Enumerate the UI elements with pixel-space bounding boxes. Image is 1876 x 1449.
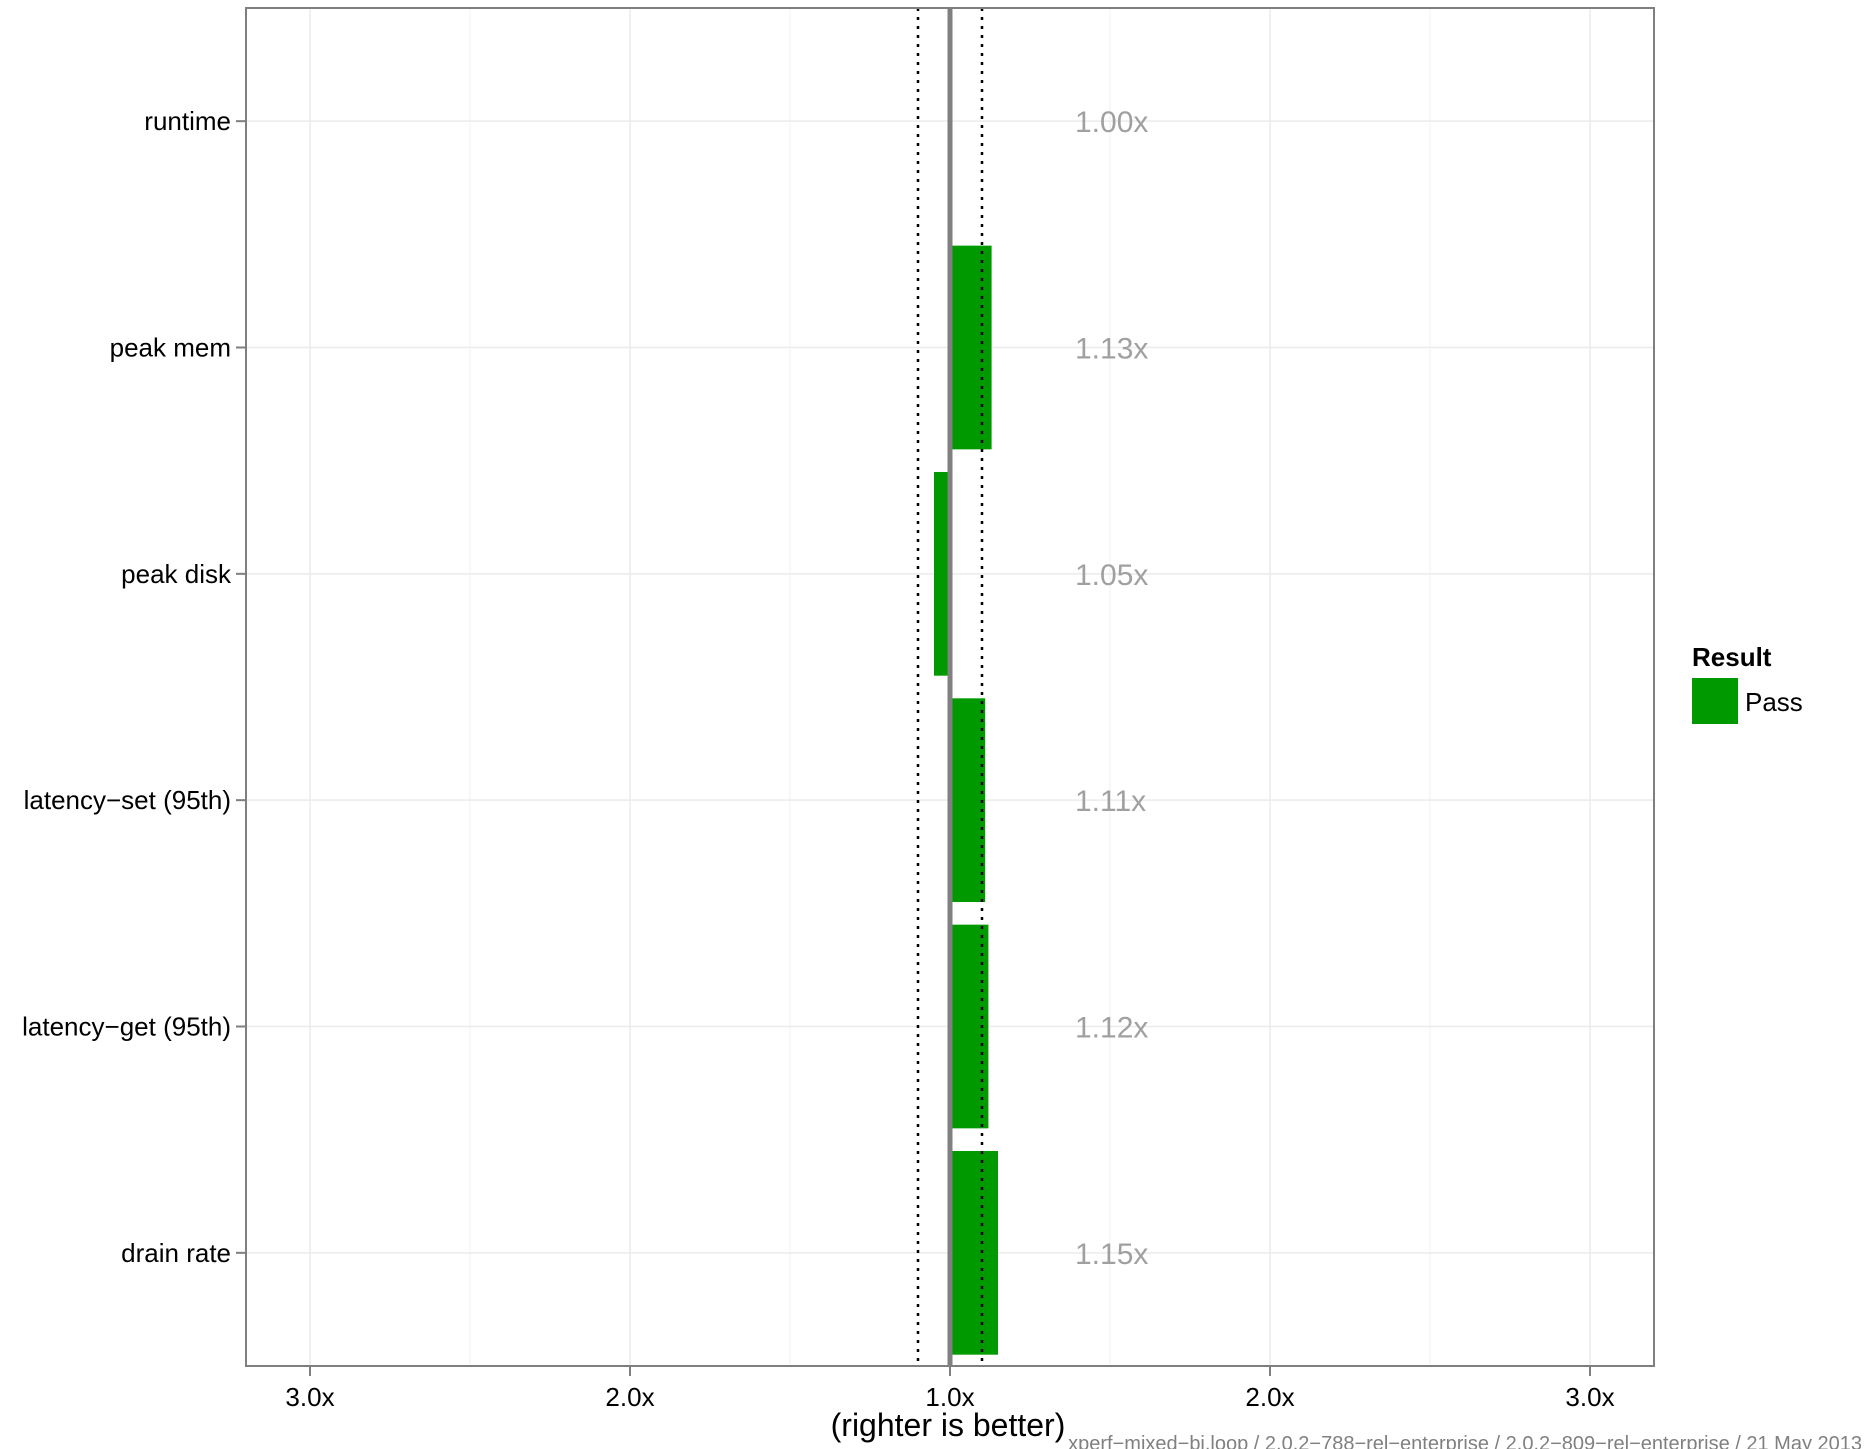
y-tick-label: peak disk bbox=[121, 559, 232, 589]
bar-value-label: 1.13x bbox=[1075, 333, 1148, 366]
x-axis-title: (righter is better) bbox=[831, 1407, 1066, 1443]
x-tick-label: 2.0x bbox=[605, 1382, 654, 1412]
bar bbox=[950, 245, 992, 450]
y-tick-label: drain rate bbox=[121, 1238, 231, 1268]
bar bbox=[950, 698, 986, 903]
legend: Result Pass bbox=[1692, 642, 1803, 724]
y-tick-label: latency−set (95th) bbox=[24, 785, 231, 815]
bar-value-label: 1.00x bbox=[1075, 106, 1148, 139]
y-axis: runtime peak mem peak disk latency−set (95t… bbox=[22, 106, 246, 1268]
legend-key-pass bbox=[1692, 678, 1738, 724]
x-tick-label: 3.0x bbox=[1565, 1382, 1614, 1412]
x-tick-label: 2.0x bbox=[1245, 1382, 1294, 1412]
x-tick-label: 3.0x bbox=[285, 1382, 334, 1412]
legend-title: Result bbox=[1692, 642, 1772, 672]
bars-group bbox=[934, 19, 998, 1355]
legend-label-pass: Pass bbox=[1745, 687, 1803, 717]
x-tick-label: 1.0x bbox=[925, 1382, 974, 1412]
bar-value-labels: 1.00x 1.13x 1.05x 1.11x 1.12x 1.15x bbox=[1075, 106, 1148, 1271]
bar-value-label: 1.11x bbox=[1075, 785, 1146, 818]
bar bbox=[950, 1150, 998, 1355]
bar-value-label: 1.12x bbox=[1075, 1012, 1148, 1045]
bar-value-label: 1.15x bbox=[1075, 1238, 1148, 1271]
bar bbox=[934, 471, 950, 676]
y-tick-label: peak mem bbox=[110, 333, 231, 363]
x-axis: 3.0x 2.0x 1.0x 2.0x 3.0x bbox=[285, 1366, 1615, 1412]
reference-lines bbox=[916, 8, 984, 1366]
y-tick-label: runtime bbox=[144, 106, 231, 136]
y-tick-label: latency−get (95th) bbox=[22, 1012, 231, 1042]
footer-caption: xperf−mixed−bi.loop / 2.0.2−788−rel−ente… bbox=[1068, 1433, 1862, 1449]
bar-value-label: 1.05x bbox=[1075, 559, 1148, 592]
